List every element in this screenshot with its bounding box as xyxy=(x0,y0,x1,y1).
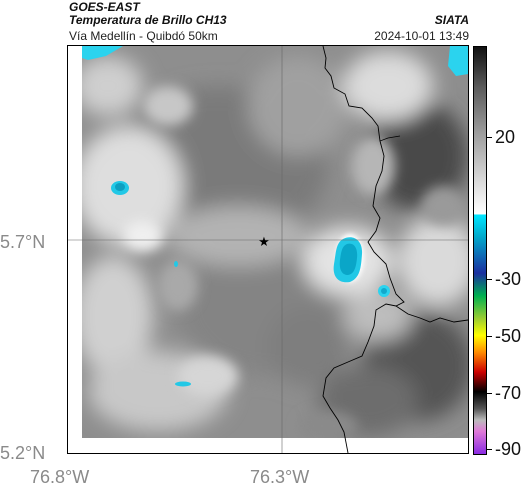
longitude-label: 76.8°W xyxy=(30,467,90,487)
colorbar-tick-label: -30 xyxy=(495,268,522,289)
colorbar-tick-label: -90 xyxy=(495,439,522,460)
satellite-map[interactable]: ★ xyxy=(67,45,469,454)
longitude-label: 76.3°W xyxy=(250,467,310,487)
colorbar-tick xyxy=(487,278,492,280)
colorbar-tick xyxy=(487,449,492,451)
colorbar-tick xyxy=(487,335,492,337)
location-marker-icon: ★ xyxy=(258,235,270,250)
colorbar-tick-label: -50 xyxy=(495,325,522,346)
brightness-temperature-image: ★ xyxy=(68,46,468,453)
product-title: Temperatura de Brillo CH13 xyxy=(69,13,227,27)
municipal-boundary-2 xyxy=(379,135,401,142)
temperature-colorbar xyxy=(473,46,487,455)
colorbar-tick-label: 20 xyxy=(495,126,516,147)
colorbar-tick xyxy=(487,136,492,138)
latitude-label: 5.7°N xyxy=(0,232,46,252)
datetime-label: 2024-10-01 13:49 xyxy=(374,29,469,43)
source-label: SIATA xyxy=(434,13,469,27)
region-subtitle: Vía Medellín - Quibdó 50km xyxy=(69,29,218,43)
latitude-label: 5.2°N xyxy=(0,443,46,463)
department-boundary xyxy=(322,46,405,453)
satellite-title: GOES-EAST xyxy=(69,0,140,14)
colorbar-tick-label: -70 xyxy=(495,382,522,403)
municipal-boundary xyxy=(395,305,468,323)
colorbar-tick xyxy=(487,392,492,394)
